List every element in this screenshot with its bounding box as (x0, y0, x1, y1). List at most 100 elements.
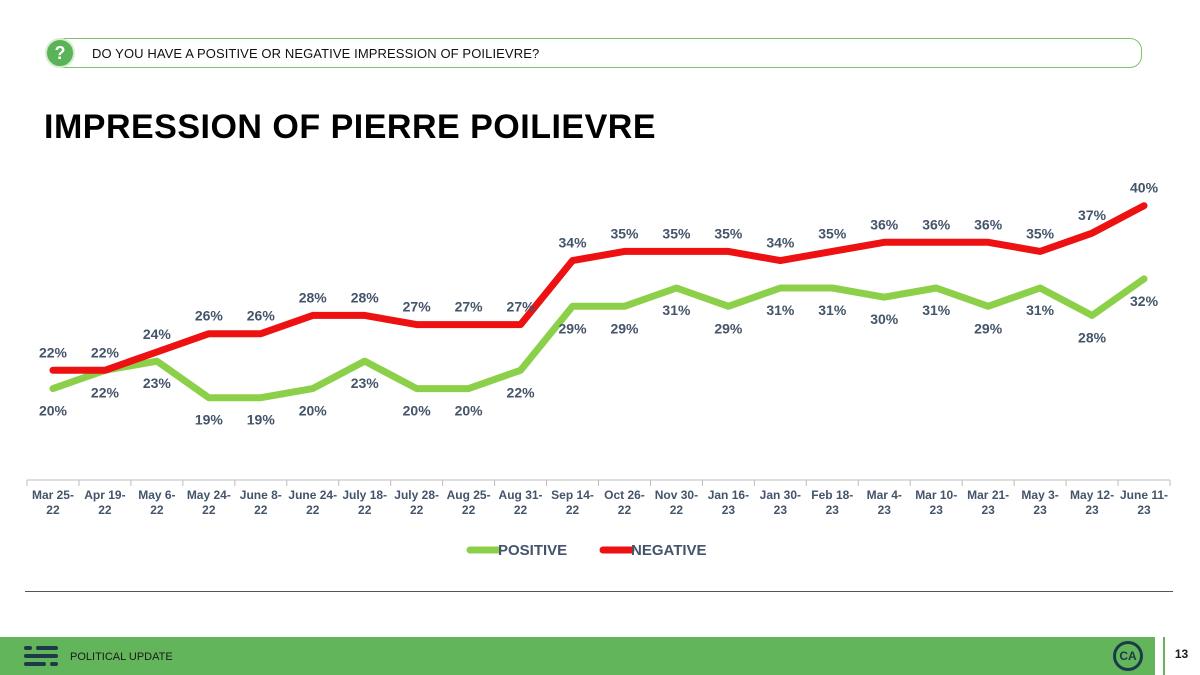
data-label-negative: 34% (766, 235, 795, 251)
x-tick-label: Jan 30- (760, 488, 801, 502)
x-tick-label: June 11- (1120, 488, 1168, 502)
x-tick-label: Jan 16- (708, 488, 749, 502)
footer-label: POLITICAL UPDATE (70, 651, 173, 663)
series-line-positive (49, 275, 1148, 402)
x-tick-label: 23 (878, 503, 892, 517)
x-tick-label: 22 (670, 503, 684, 517)
data-label-positive: 32% (1130, 293, 1159, 309)
brand-logo: CA (1113, 641, 1143, 671)
x-tick-label: 22 (202, 503, 216, 517)
data-label-negative: 27% (507, 299, 536, 315)
data-label-positive: 31% (662, 302, 691, 318)
x-tick-label: May 24- (187, 488, 231, 502)
x-tick-label: 22 (306, 503, 320, 517)
data-label-positive: 31% (1026, 302, 1055, 318)
x-tick-label: Oct 26- (604, 488, 645, 502)
data-label-positive: 20% (403, 403, 432, 419)
footer-bar (0, 637, 1155, 675)
data-label-positive: 29% (559, 320, 588, 336)
data-label-negative: 22% (39, 344, 68, 360)
x-tick-label: 22 (98, 503, 112, 517)
x-tick-label: May 3- (1021, 488, 1058, 502)
x-tick-label: 23 (930, 503, 944, 517)
question-mark-icon: ? (45, 38, 75, 68)
x-tick-label: May 12- (1070, 488, 1114, 502)
data-label-positive: 23% (351, 375, 380, 391)
data-label-negative: 34% (559, 235, 588, 251)
series-line-negative (49, 202, 1148, 374)
x-tick-label: June 24- (288, 488, 337, 502)
data-label-positive: 19% (195, 412, 224, 428)
x-tick-label: Aug 25- (447, 488, 491, 502)
data-label-positive: 31% (818, 302, 847, 318)
x-tick-label: Feb 18- (811, 488, 853, 502)
data-label-positive: 28% (1078, 329, 1107, 345)
data-label-negative: 36% (922, 216, 951, 232)
x-tick-label: July 18- (342, 488, 387, 502)
x-tick-label: 23 (774, 503, 788, 517)
data-label-negative: 22% (91, 344, 120, 360)
data-label-negative: 24% (143, 326, 172, 342)
data-label-positive: 29% (974, 320, 1003, 336)
data-label-positive: 20% (299, 403, 328, 419)
data-label-negative: 27% (455, 299, 484, 315)
data-label-negative: 40% (1130, 180, 1159, 196)
x-tick-label: 22 (358, 503, 372, 517)
x-tick-label: 22 (462, 503, 476, 517)
x-tick-label: Mar 10- (915, 488, 957, 502)
x-tick-label: 23 (722, 503, 736, 517)
data-label-positive: 20% (39, 403, 68, 419)
x-tick-label: July 28- (394, 488, 439, 502)
legend-label-positive: POSITIVE (498, 542, 567, 559)
survey-question: DO YOU HAVE A POSITIVE OR NEGATIVE IMPRE… (92, 46, 540, 61)
legend-label-negative: NEGATIVE (631, 542, 707, 559)
data-label-negative: 35% (1026, 225, 1055, 241)
data-label-positive: 31% (922, 302, 951, 318)
x-tick-label: 23 (1033, 503, 1047, 517)
data-label-negative: 37% (1078, 207, 1107, 223)
x-tick-label: 22 (618, 503, 632, 517)
x-tick-label: Mar 25- (32, 488, 74, 502)
x-tick-label: 22 (254, 503, 268, 517)
data-label-negative: 26% (247, 308, 276, 324)
data-label-negative: 35% (662, 225, 691, 241)
data-label-negative: 35% (818, 225, 847, 241)
x-tick-label: 22 (150, 503, 164, 517)
data-label-positive: 20% (455, 403, 484, 419)
data-label-negative: 28% (351, 289, 380, 305)
data-label-negative: 27% (403, 299, 432, 315)
x-tick-label: 22 (514, 503, 528, 517)
menu-logo-icon (22, 642, 62, 668)
page-number: 13 (1174, 647, 1189, 661)
x-tick-label: Aug 31- (499, 488, 543, 502)
data-label-positive: 23% (143, 375, 172, 391)
data-label-positive: 22% (91, 384, 120, 400)
x-tick-label: 23 (981, 503, 995, 517)
x-tick-label: Nov 30- (655, 488, 698, 502)
data-label-positive: 29% (610, 320, 639, 336)
data-label-positive: 19% (247, 412, 276, 428)
data-label-positive: 31% (766, 302, 795, 318)
data-label-negative: 35% (714, 225, 743, 241)
data-label-negative: 26% (195, 308, 224, 324)
x-tick-label: Mar 4- (867, 488, 902, 502)
data-label-positive: 30% (870, 311, 899, 327)
x-tick-label: 22 (410, 503, 424, 517)
x-tick-label: 23 (826, 503, 840, 517)
x-tick-label: 23 (1137, 503, 1151, 517)
x-tick-label: 22 (566, 503, 580, 517)
x-tick-label: May 6- (138, 488, 175, 502)
x-tick-label: Mar 21- (967, 488, 1009, 502)
data-label-positive: 29% (714, 320, 743, 336)
data-label-negative: 28% (299, 289, 328, 305)
footer-divider (25, 591, 1173, 592)
page-title: IMPRESSION OF PIERRE POILIEVRE (44, 108, 656, 146)
data-label-negative: 35% (610, 225, 639, 241)
data-label-negative: 36% (870, 216, 899, 232)
data-label-positive: 22% (507, 384, 536, 400)
x-tick-label: June 8- (240, 488, 282, 502)
x-tick-label: 23 (1085, 503, 1099, 517)
page-number-box (1163, 637, 1200, 675)
x-tick-label: Apr 19- (84, 488, 125, 502)
